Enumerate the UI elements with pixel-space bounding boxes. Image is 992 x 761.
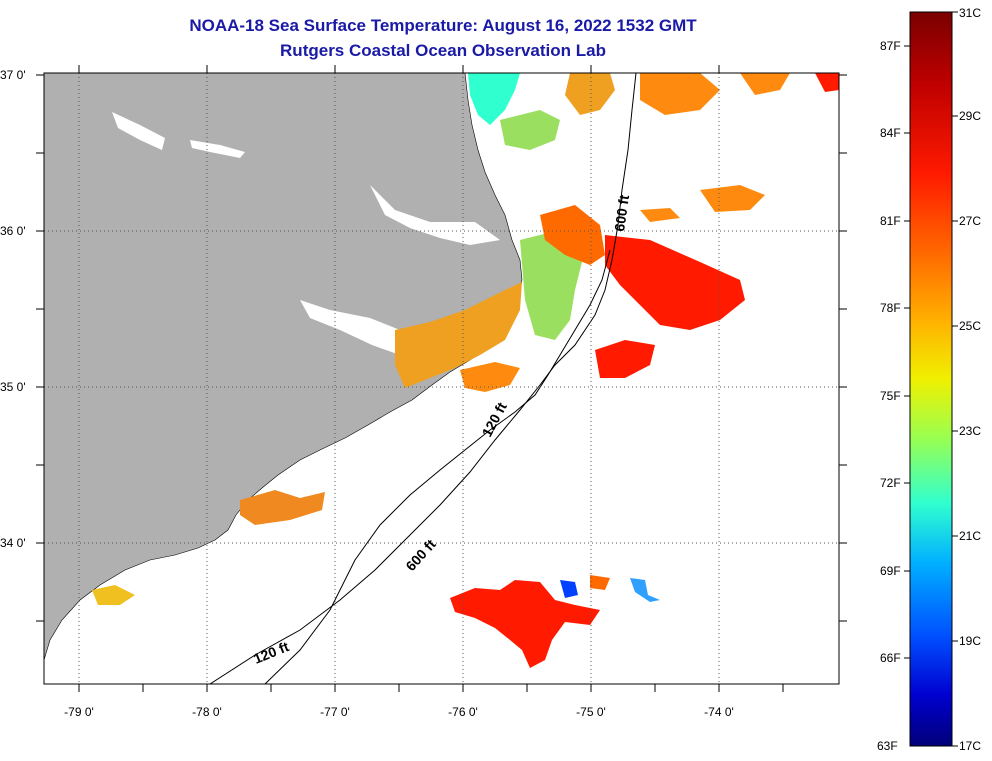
contour-120ft — [264, 249, 611, 684]
sst-patch — [700, 185, 765, 212]
sst-patch — [460, 362, 520, 392]
colorbar-f-label: 81F — [880, 214, 901, 228]
colorbar-c-label: 31C — [959, 6, 981, 20]
grid-lines — [44, 73, 839, 684]
colorbar — [909, 11, 953, 747]
colorbar-c-label: 21C — [959, 529, 981, 543]
sst-patch — [740, 73, 790, 95]
sst-patch — [605, 235, 745, 330]
sst-patch — [590, 575, 610, 590]
lat-label-35: 35 0' — [0, 380, 26, 394]
lon-label-74: -74 0' — [704, 705, 734, 719]
sst-patch — [640, 73, 720, 115]
sst-patch — [815, 73, 839, 92]
colorbar-c-label: 25C — [959, 319, 981, 333]
lon-label-75: -75 0' — [576, 705, 606, 719]
contour-600ft — [209, 73, 637, 684]
colorbar-f-label: 63F — [877, 739, 898, 753]
lon-label-79: -79 0' — [64, 705, 94, 719]
sst-patch — [540, 205, 605, 265]
inland-water — [190, 140, 245, 158]
inland-water — [370, 185, 500, 245]
colorbar-f-label: 69F — [880, 564, 901, 578]
sst-patch — [92, 585, 135, 605]
sst-patch — [450, 580, 600, 668]
lat-label-34: 34 0' — [0, 536, 26, 550]
sst-patch — [640, 208, 680, 222]
sst-patch — [520, 230, 585, 340]
sst-patch — [595, 340, 655, 378]
colorbar-c-label: 27C — [959, 214, 981, 228]
colorbar-f-label: 75F — [880, 389, 901, 403]
inland-water — [112, 112, 165, 150]
colorbar-c-label: 23C — [959, 424, 981, 438]
sst-patch — [240, 490, 325, 525]
lon-ticks — [78, 65, 784, 692]
colorbar-f-label: 78F — [880, 301, 901, 315]
map-subtitle: Rutgers Coastal Ocean Observation Lab — [280, 41, 606, 60]
sst-patch — [500, 110, 560, 150]
inland-water — [300, 300, 420, 355]
map-frame — [43, 72, 840, 685]
sst-patch — [565, 73, 615, 115]
sst-patch — [395, 282, 522, 388]
lon-label-77: -77 0' — [320, 705, 350, 719]
sst-patch — [630, 578, 660, 602]
colorbar-f-label: 66F — [880, 651, 901, 665]
colorbar-c-label: 19C — [959, 634, 981, 648]
contour-label-600ft-north: 600 ft — [611, 194, 632, 233]
sst-patch — [560, 580, 578, 598]
colorbar-f-label: 72F — [880, 476, 901, 490]
colorbar-ticks — [904, 11, 958, 747]
lat-ticks — [36, 74, 847, 622]
colorbar-f-label: 84F — [880, 126, 901, 140]
sst-patch — [468, 73, 520, 125]
colorbar-c-label: 29C — [959, 109, 981, 123]
lat-label-37: 37 0' — [0, 68, 26, 82]
colorbar-c-label: 17C — [959, 739, 981, 753]
colorbar-f-label: 87F — [880, 39, 901, 53]
lon-label-76: -76 0' — [448, 705, 478, 719]
map-title: NOAA-18 Sea Surface Temperature: August … — [189, 16, 697, 35]
lat-label-36: 36 0' — [0, 224, 26, 238]
lon-label-78: -78 0' — [192, 705, 222, 719]
